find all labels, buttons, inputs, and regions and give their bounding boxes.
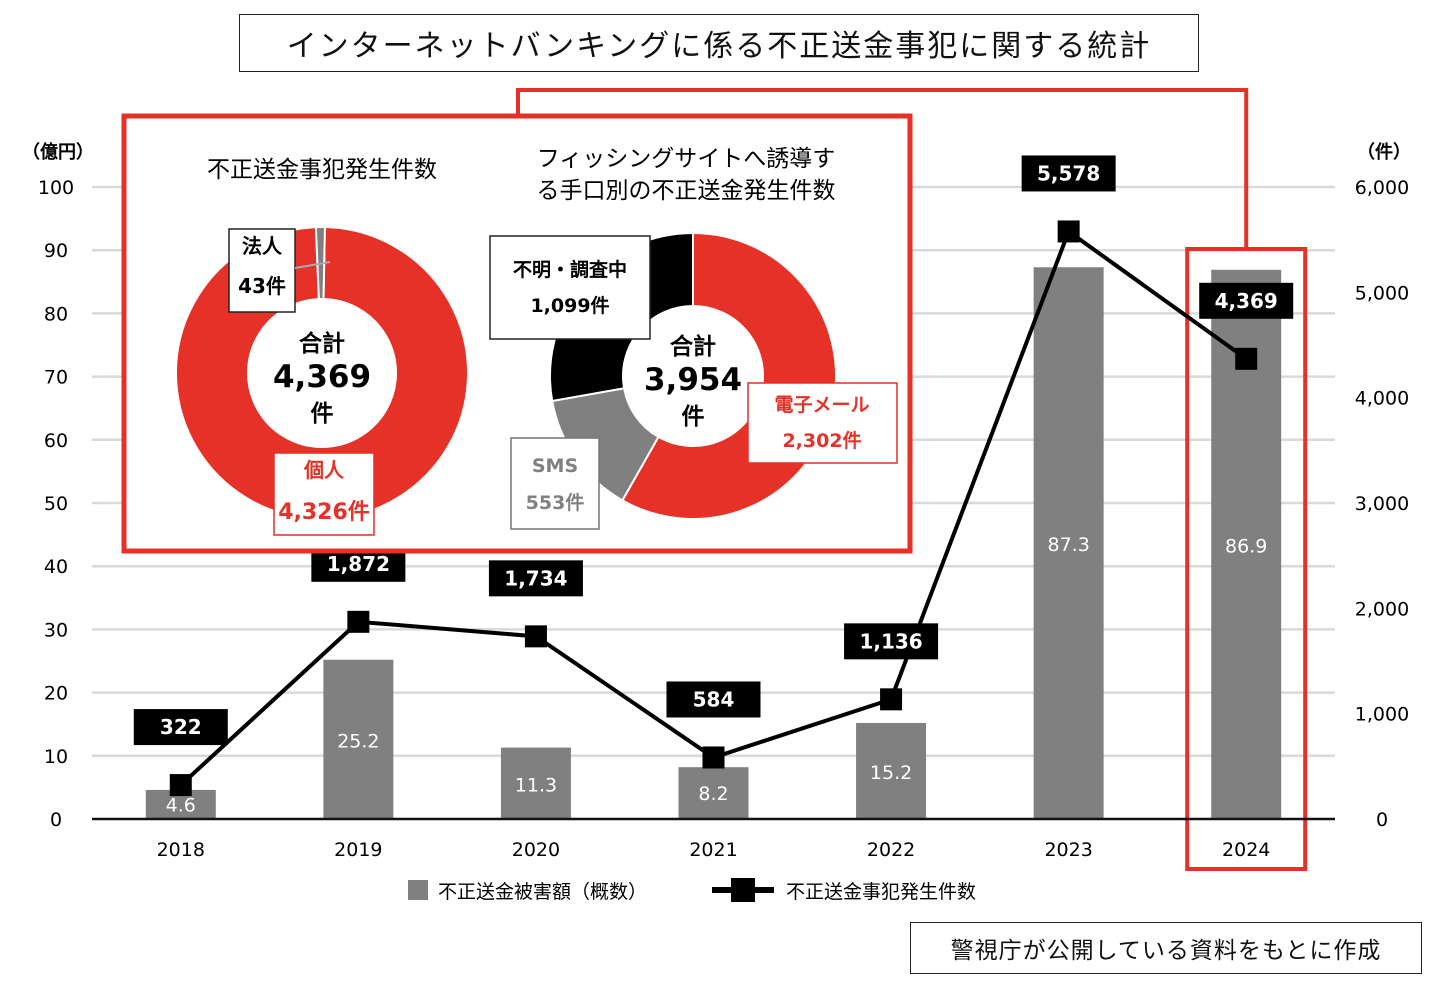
slice-label-value: 2,302件: [782, 429, 861, 452]
x-tick-label: 2023: [1044, 839, 1092, 861]
y-left-tick-label: 0: [50, 809, 62, 831]
x-tick-label: 2024: [1222, 839, 1270, 861]
legend-bar-swatch: [408, 880, 428, 900]
donut-center-label: 合計: [299, 330, 345, 357]
x-tick-label: 2021: [689, 839, 737, 861]
slice-label-name: SMS: [532, 455, 578, 477]
bar: [856, 722, 927, 819]
line-marker: [1057, 220, 1080, 243]
y-right-unit: （件）: [1357, 141, 1411, 163]
donut-center-label: 合計: [670, 333, 716, 360]
line-value-label: 4,369: [1215, 289, 1278, 313]
legend-line-marker: [731, 878, 755, 902]
bar: [500, 747, 571, 819]
line-value-box: [1199, 282, 1294, 319]
slice-label-box: [228, 228, 296, 313]
chart-title: インターネットバンキングに係る不正送金事犯に関する統計: [239, 14, 1199, 72]
bar: [678, 767, 749, 819]
line-value-label: 584: [693, 687, 735, 711]
line-value-box: [666, 681, 761, 718]
bar-value-label: 25.2: [337, 730, 379, 752]
line-value-label: 1,872: [327, 552, 390, 576]
x-tick-label: 2022: [867, 839, 915, 861]
slice-leader-line: [294, 261, 331, 269]
legend: 不正送金被害額（概数） 不正送金事犯発生件数: [408, 878, 976, 903]
slice-label-name: 電子メール: [774, 394, 869, 416]
legend-line-label: 不正送金事犯発生件数: [786, 881, 976, 903]
slice-label-value: 553件: [526, 491, 585, 514]
bar-value-label: 15.2: [870, 762, 912, 784]
y-right-tick-label: 3,000: [1355, 493, 1409, 515]
line-marker: [169, 774, 192, 797]
bar-value-label: 86.9: [1225, 535, 1267, 557]
highlight-frames: [516, 88, 1308, 871]
slice-label-box: [510, 437, 600, 530]
line-marker: [880, 688, 903, 711]
y-left-tick-label: 80: [44, 303, 68, 325]
line-value-box: [133, 709, 228, 746]
y-right-tick-label: 5,000: [1355, 282, 1409, 304]
y-left-tick-label: 60: [44, 430, 68, 452]
y-left-tick-label: 70: [44, 367, 68, 389]
line-value-box: [488, 560, 583, 597]
x-tick-label: 2020: [512, 839, 560, 861]
y-left-tick-label: 30: [44, 619, 68, 641]
y-left-tick-label: 40: [44, 556, 68, 578]
y-left-tick-label: 100: [38, 177, 74, 199]
line-value-label: 1,136: [859, 629, 922, 653]
slice-label-value: 1,099件: [530, 294, 609, 317]
donut-title: る手口別の不正送金発生件数: [537, 178, 836, 204]
bar-value-label: 87.3: [1047, 534, 1089, 556]
y-left-tick-label: 50: [44, 493, 68, 515]
y-left-tick-label: 10: [44, 746, 68, 768]
source-note: 警視庁が公開している資料をもとに作成: [910, 922, 1422, 974]
slice-label-name: 不明・調査中: [513, 258, 627, 281]
inset-donuts: 不正送金事犯発生件数合計4,369件法人43件個人4,326件フィッシングサイト…: [121, 113, 913, 554]
line-value-label: 1,734: [504, 566, 567, 590]
legend-bar-label: 不正送金被害額（概数）: [438, 881, 647, 903]
slice-label-value: 43件: [238, 274, 286, 298]
line-value-box: [844, 623, 939, 660]
line-value-label: 322: [160, 715, 202, 739]
slice-label-value: 4,326件: [278, 500, 370, 525]
slice-label-name: 法人: [242, 234, 283, 258]
donut-center-value: 3,954: [644, 362, 742, 398]
x-tick-label: 2019: [334, 839, 382, 861]
donut-title: フィッシングサイトへ誘導す: [537, 146, 836, 172]
donut-title: 不正送金事犯発生件数: [207, 157, 437, 183]
line-value-box: [1021, 155, 1116, 192]
highlight-connector: [516, 88, 1249, 249]
donut-center-value: 4,369: [273, 359, 371, 395]
line-series: 322 1,872 1,734 584 1,136 5,578 4,369: [133, 155, 1294, 797]
donut-center-unit: 件: [682, 404, 705, 430]
bar: [1033, 267, 1104, 819]
axes: 0 10 20 30 40 50 60 70 80 90 100 0 1,000 2,000 3,000 4,…: [22, 141, 1411, 861]
slice-label-box: [273, 452, 375, 536]
bar: [323, 659, 394, 819]
line-value-label: 5,578: [1037, 161, 1100, 185]
y-left-tick-label: 20: [44, 683, 68, 705]
slice-label-box: [489, 235, 651, 340]
y-right-tick-label: 4,000: [1355, 388, 1409, 410]
y-left-tick-label: 90: [44, 240, 68, 262]
donut-center-unit: 件: [311, 401, 334, 427]
bar-value-label: 4.6: [166, 794, 196, 816]
slice-label-box: [747, 382, 898, 464]
y-left-unit: （億円）: [22, 141, 94, 163]
line-marker: [1235, 347, 1258, 370]
slice-label-name: 個人: [303, 458, 345, 482]
bar-series: 4.6 25.2 11.3 8.2 15.2 87.3 86.9: [145, 267, 1282, 819]
x-tick-label: 2018: [157, 839, 205, 861]
line-marker: [702, 746, 725, 769]
y-right-tick-label: 6,000: [1355, 177, 1409, 199]
y-right-tick-label: 2,000: [1355, 598, 1409, 620]
line-marker: [524, 625, 547, 648]
line-marker: [347, 610, 370, 633]
bar-value-label: 11.3: [515, 774, 557, 796]
y-right-tick-label: 0: [1376, 809, 1388, 831]
bar-value-label: 8.2: [698, 783, 728, 805]
y-right-tick-label: 1,000: [1355, 704, 1409, 726]
